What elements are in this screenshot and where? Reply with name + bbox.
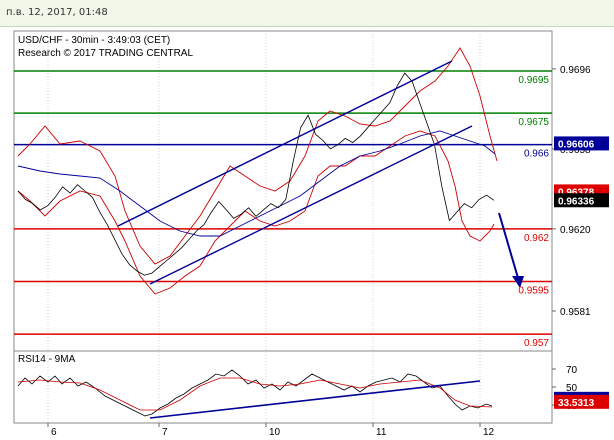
level-label: 0.9675 [518, 117, 549, 128]
time-tick-label: 6 [51, 427, 57, 438]
level-label: 0.9695 [518, 75, 549, 86]
level-labels: 0.9695 0.9675 0.966 0.962 0.9595 0.957 [518, 75, 549, 349]
level-label: 0.957 [524, 338, 549, 349]
bollinger-upper-band [17, 47, 498, 265]
rsi-value-tags: 36.843533.5313 [554, 391, 609, 409]
level-label: 0.962 [524, 233, 549, 244]
price-tag-bg [554, 136, 609, 151]
price-tick-label: 0.9581 [560, 307, 591, 318]
timestamp-label: п.в. 12, 2017, 01:48 [6, 7, 108, 18]
bollinger-lower-band [17, 130, 495, 295]
time-tick-label: 10 [269, 427, 281, 438]
chart-frame [13, 30, 553, 424]
rsi-trendline [149, 380, 481, 419]
price-tag-label: 0.96378 [558, 187, 595, 198]
time-tick-label: 7 [162, 427, 168, 438]
price-tick-label: 0.9620 [560, 225, 591, 236]
rsi-tick-label: 50 [566, 383, 578, 394]
price-tag-label: 0.96336 [558, 196, 595, 207]
rsi-tick-label: 70 [566, 365, 578, 376]
trend-channel [117, 60, 473, 285]
rsi-moving-average [17, 377, 493, 411]
time-tick-label: 11 [376, 427, 387, 438]
level-label: 0.966 [524, 149, 549, 160]
price-tag-label: 0.96606 [558, 139, 595, 150]
time-tick-label: 12 [483, 427, 495, 438]
symbol-title: USD/CHF - 30min - 3:49:03 (CET) [18, 35, 170, 46]
top-status-bar: п.в. 12, 2017, 01:48 [0, 0, 614, 27]
rsi-tag-bg [554, 394, 609, 409]
rsi-line [17, 369, 493, 417]
forecast-arrow [498, 212, 524, 288]
time-axis: 6 7 10 11 12 [47, 423, 495, 438]
price-chart[interactable]: USD/CHF - 30min - 3:49:03 (CET) Research… [0, 26, 614, 440]
price-tick-label: 0.9696 [560, 65, 591, 76]
rsi-tag-label: 33.5313 [558, 398, 595, 409]
rsi-title: RSI14 - 9MA [18, 354, 76, 365]
price-line [17, 72, 495, 276]
level-label: 0.9595 [518, 286, 549, 297]
research-credit: Research © 2017 TRADING CENTRAL [18, 48, 193, 59]
price-tag-bg [554, 193, 609, 208]
moving-average [17, 130, 496, 237]
